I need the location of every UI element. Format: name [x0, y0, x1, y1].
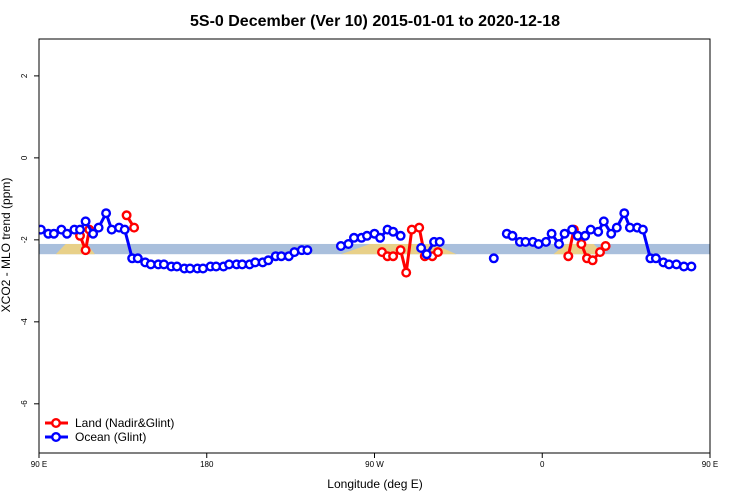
ocean-data-point [488, 253, 499, 264]
land-data-point [80, 245, 91, 256]
ocean-data-point [650, 253, 661, 264]
land-mask-region [719, 244, 750, 254]
ocean-data-point [48, 228, 59, 239]
land-data-point [401, 267, 412, 278]
plot-area [39, 208, 750, 278]
ocean-data-point [88, 228, 99, 239]
land-legend-marker [51, 418, 62, 429]
ocean-data-point [119, 224, 130, 235]
ocean-data-point [619, 208, 630, 219]
ocean-data-point [39, 224, 46, 235]
ocean-data-point [421, 249, 432, 260]
x-tick-label: 180 [200, 460, 214, 469]
land-data-point [595, 247, 606, 258]
land-mask-region [553, 243, 604, 255]
y-tick-label: -6 [20, 400, 29, 408]
ocean-data-point [263, 255, 274, 266]
ocean-data-point [416, 242, 427, 253]
ocean-legend-marker [51, 432, 62, 443]
ocean-data-point [546, 228, 557, 239]
ocean-data-point [507, 230, 518, 241]
y-tick-label: -2 [20, 236, 29, 244]
ocean-data-point [541, 236, 552, 247]
land-data-point [563, 251, 574, 262]
ocean-data-point [343, 238, 354, 249]
land-data-point [395, 245, 406, 256]
ocean-data-point [580, 230, 591, 241]
ocean-data-point [395, 230, 406, 241]
land-data-point [745, 234, 750, 242]
land-data-point [576, 238, 587, 249]
ocean-data-point [375, 232, 386, 243]
ocean-data-point [388, 226, 399, 237]
legend: Land (Nadir&Glint)Ocean (Glint) [45, 416, 174, 444]
ocean-data-point [554, 238, 565, 249]
land-data-point [129, 222, 140, 233]
ocean-data-point [93, 222, 104, 233]
y-tick-label: 0 [20, 155, 29, 160]
ocean-legend-label: Ocean (Glint) [75, 430, 146, 444]
ocean-data-point [80, 216, 91, 227]
x-tick-label: 90 E [31, 460, 47, 469]
ocean-data-point [593, 226, 604, 237]
ocean-data-point [62, 228, 73, 239]
x-tick-label: 90 E [702, 460, 718, 469]
x-tick-label: 0 [540, 460, 545, 469]
ocean-data-point [434, 236, 445, 247]
land-data-point [121, 210, 132, 221]
y-axis-label: XCO2 - MLO trend (ppm) [0, 178, 13, 313]
ocean-data-point [132, 253, 143, 264]
ocean-data-point [74, 224, 85, 235]
y-tick-label: 2 [20, 73, 29, 78]
ocean-data-point [637, 224, 648, 235]
land-legend-label: Land (Nadir&Glint) [75, 416, 174, 430]
x-tick-label: 90 W [365, 460, 384, 469]
x-axis-label: Longitude (deg E) [327, 477, 422, 491]
ocean-data-point [686, 261, 697, 272]
land-data-point [587, 255, 598, 266]
ocean-data-point [611, 222, 622, 233]
ocean-data-point [302, 245, 313, 256]
land-data-point [388, 251, 399, 262]
y-tick-label: -4 [20, 318, 29, 326]
land-data-point [414, 222, 425, 233]
chart-title: 5S-0 December (Ver 10) 2015-01-01 to 202… [190, 13, 560, 30]
land-data-point [600, 240, 611, 251]
ocean-data-point [606, 228, 617, 239]
ocean-data-point [559, 228, 570, 239]
land-data-point [432, 247, 443, 258]
ocean-data-point [567, 224, 578, 235]
ocean-data-point [101, 208, 112, 219]
ocean-data-point [598, 216, 609, 227]
axes: 90 E 180 90 W 0 90 E 2 0 -2 -4 -6 [20, 38, 718, 469]
